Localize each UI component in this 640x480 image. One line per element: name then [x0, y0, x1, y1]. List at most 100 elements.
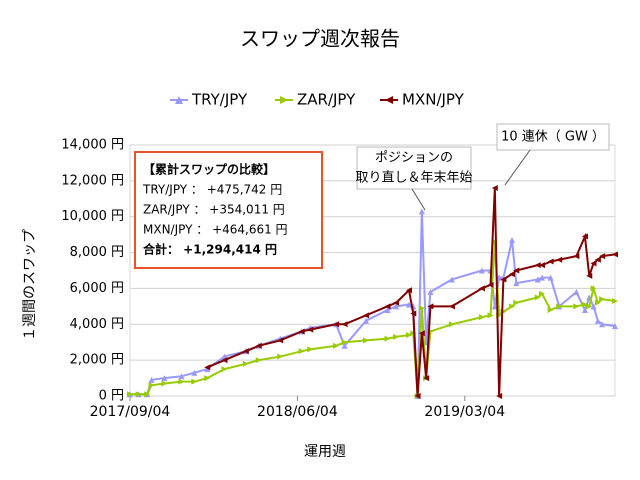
point-marker [513, 299, 520, 306]
point-marker [594, 317, 601, 324]
legend-label: ZAR/JPY [297, 91, 356, 109]
point-marker [513, 280, 520, 287]
point-marker [384, 303, 391, 310]
point-marker [491, 185, 498, 192]
point-marker [242, 348, 249, 355]
point-marker [539, 262, 546, 269]
point-marker [341, 339, 348, 346]
callout-box [496, 123, 610, 151]
point-marker [277, 337, 284, 344]
point-marker [393, 303, 400, 310]
point-marker [487, 312, 494, 319]
legend-marker [175, 96, 183, 104]
point-marker [448, 276, 455, 283]
point-marker [405, 287, 412, 294]
annotation: ポジションの [375, 151, 453, 166]
point-marker [255, 342, 262, 349]
legend-label: MXN/JPY [402, 91, 465, 109]
summary-line: MXN/JPY ： +464,661 円 [143, 223, 288, 237]
point-marker [547, 274, 554, 281]
x-axis-label: 運用週 [304, 444, 346, 460]
y-tick-label: 0 円 [99, 389, 124, 404]
point-marker [307, 326, 314, 333]
y-tick-label: 6,000 円 [70, 281, 124, 296]
summary-line: ZAR/JPY ： +354,011 円 [143, 203, 285, 217]
point-marker [148, 376, 155, 383]
point-marker [487, 281, 494, 288]
point-marker [478, 285, 485, 292]
point-marker [539, 290, 546, 297]
point-marker [221, 366, 228, 373]
point-marker [363, 337, 370, 344]
summary-box [134, 151, 323, 269]
point-marker [384, 306, 391, 313]
point-marker [573, 253, 580, 260]
point-marker [144, 391, 151, 398]
point-marker [418, 305, 425, 312]
point-marker [427, 303, 434, 310]
point-marker [586, 272, 593, 279]
point-marker [534, 294, 541, 301]
point-marker [363, 312, 370, 319]
x-tick-label: 2018/06/04 [257, 404, 338, 420]
point-marker [599, 321, 606, 328]
summary-line: 合計： +1,294,414 円 [143, 242, 277, 257]
y-tick-label: 12,000 円 [61, 173, 124, 188]
x-tick-label: 2019/03/04 [424, 404, 505, 420]
point-marker [405, 301, 412, 308]
point-marker [556, 256, 563, 263]
summary-line: TRY/JPY ： +475,742 円 [142, 183, 282, 197]
point-marker [161, 375, 168, 382]
point-marker [508, 237, 515, 244]
y-tick-label: 2,000 円 [70, 353, 124, 368]
point-marker [478, 267, 485, 274]
point-marker [384, 335, 391, 342]
point-marker [418, 208, 425, 215]
point-marker [410, 330, 417, 337]
x-tick-label: 2017/09/04 [90, 404, 171, 420]
point-marker [333, 321, 340, 328]
point-marker [204, 375, 211, 382]
point-marker [204, 364, 211, 371]
y-tick-label: 8,000 円 [70, 245, 124, 260]
callout-box [356, 146, 472, 190]
point-marker [599, 253, 606, 260]
point-marker [191, 378, 198, 385]
point-marker [590, 260, 597, 267]
point-marker [161, 380, 168, 387]
point-marker [534, 276, 541, 283]
point-marker [612, 297, 618, 304]
legend-marker [385, 96, 393, 104]
callout-pointer [411, 188, 426, 211]
point-marker [581, 301, 588, 308]
point-marker [148, 382, 155, 389]
point-marker [178, 373, 185, 380]
point-marker [277, 353, 284, 360]
point-marker [221, 357, 228, 364]
point-marker [547, 306, 554, 313]
point-marker [539, 274, 546, 281]
point-marker [590, 285, 597, 292]
chart-title: スワップ週次報告 [240, 27, 400, 51]
point-marker [341, 321, 348, 328]
point-marker [594, 299, 601, 306]
point-marker [448, 321, 455, 328]
point-marker [255, 357, 262, 364]
point-marker [547, 258, 554, 265]
point-marker [410, 310, 417, 317]
point-marker [590, 303, 597, 310]
point-marker [414, 393, 421, 399]
point-marker [405, 332, 412, 339]
y-tick-label: 14,000 円 [61, 138, 124, 153]
point-marker [448, 303, 455, 310]
point-marker [298, 328, 305, 335]
y-axis-label: １週間のスワップ [22, 229, 38, 341]
point-marker [191, 369, 198, 376]
point-marker [496, 393, 503, 399]
point-marker [427, 289, 434, 296]
point-marker [612, 251, 618, 258]
point-marker [599, 296, 606, 303]
point-marker [307, 346, 314, 353]
point-marker [500, 276, 507, 283]
point-marker [242, 360, 249, 367]
